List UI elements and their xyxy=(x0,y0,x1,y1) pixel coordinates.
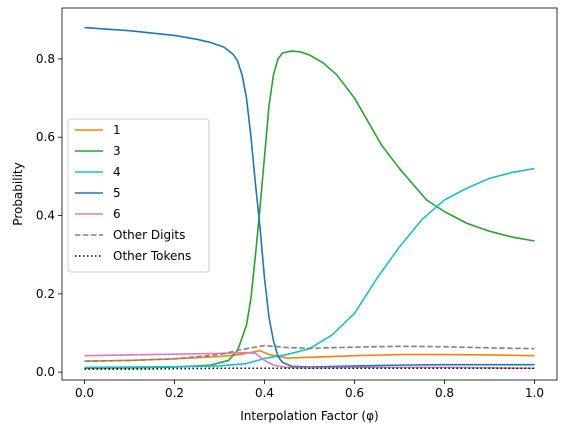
y-tick-label: 0.2 xyxy=(36,287,55,301)
series-line-6 xyxy=(84,367,535,370)
x-tick-label: 1.0 xyxy=(525,386,544,400)
plot-frame xyxy=(61,7,558,381)
legend-label: 4 xyxy=(113,165,121,179)
legend-label: 5 xyxy=(113,186,121,200)
y-tick-label: 0.0 xyxy=(36,365,55,379)
y-tick-label: 0.8 xyxy=(36,52,55,66)
x-tick-label: 0.8 xyxy=(435,386,454,400)
legend-label: 1 xyxy=(113,123,121,137)
series-line-3 xyxy=(84,26,535,368)
plot-lines xyxy=(84,26,535,370)
legend-box xyxy=(67,118,210,273)
x-tick-label: 0.0 xyxy=(75,386,94,400)
x-tick-label: 0.4 xyxy=(255,386,274,400)
legend-label: 3 xyxy=(113,144,121,158)
y-tick-label: 0.4 xyxy=(36,209,55,223)
legend-label: 6 xyxy=(113,207,121,221)
series-line-2 xyxy=(84,167,535,369)
series-line-5 xyxy=(84,344,535,362)
x-axis-ticks: 0.0 0.2 0.4 0.6 0.8 1.0 xyxy=(75,380,544,400)
x-tick-label: 0.2 xyxy=(165,386,184,400)
legend-label: Other Digits xyxy=(113,228,185,242)
y-axis-ticks: 0.0 0.2 0.4 0.6 0.8 xyxy=(36,52,62,379)
legend-label: Other Tokens xyxy=(113,249,191,263)
x-tick-label: 0.6 xyxy=(345,386,364,400)
legend: 1 3 4 5 6 Other Digits Other Tokens xyxy=(67,118,210,273)
x-axis-label: Interpolation Factor (φ) xyxy=(240,409,378,423)
y-tick-label: 0.6 xyxy=(36,130,55,144)
y-axis-label: Probability xyxy=(11,162,25,225)
